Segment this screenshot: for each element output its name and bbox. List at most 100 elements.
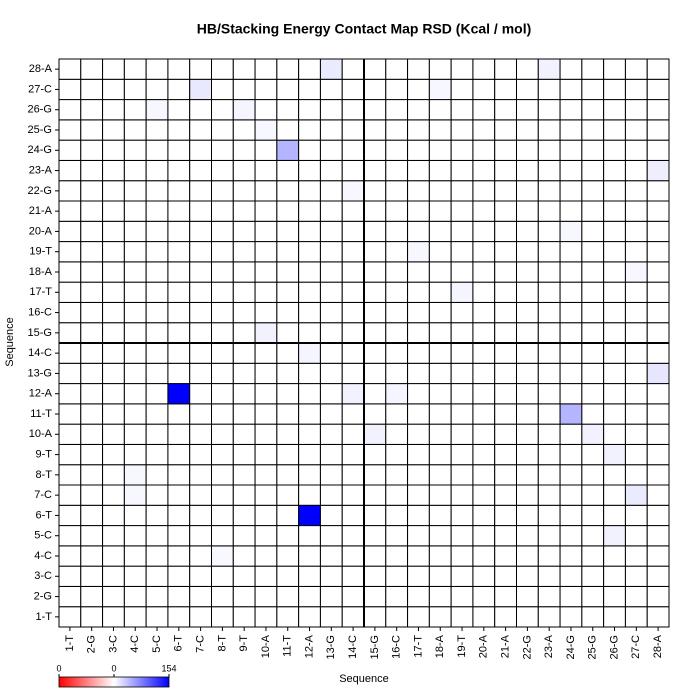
heatmap-cell: [624, 606, 648, 628]
heatmap-cell: [123, 423, 147, 445]
heatmap-cell: [123, 464, 147, 486]
heatmap-cell: [58, 525, 82, 547]
heatmap-cell: [167, 585, 191, 608]
heatmap-cell: [298, 200, 321, 222]
heatmap-cell: [603, 139, 626, 161]
heatmap-cell: [58, 58, 82, 80]
heatmap-cell: [603, 200, 626, 222]
heatmap-cell: [428, 464, 452, 486]
heatmap-cell: [581, 139, 605, 161]
heatmap-cell: [232, 504, 256, 527]
heatmap-cell: [559, 464, 583, 486]
heatmap-cell: [559, 301, 583, 324]
heatmap-cell: [363, 525, 387, 547]
heatmap-cell: [385, 362, 409, 385]
heatmap-cell: [407, 525, 430, 547]
heatmap-cell: [494, 281, 518, 303]
heatmap-cell: [537, 585, 561, 608]
heatmap-cell: [123, 220, 147, 243]
heatmap-cell: [123, 545, 147, 567]
heatmap-cell: [646, 362, 670, 385]
heatmap-cell: [537, 606, 561, 628]
y-tick-label: 22-G: [28, 185, 52, 197]
heatmap-cell: [232, 443, 256, 466]
heatmap-cell: [559, 383, 583, 405]
heatmap-cell: [450, 464, 474, 486]
heatmap-cell: [58, 241, 82, 263]
heatmap-cell: [123, 322, 147, 344]
heatmap-cell: [211, 301, 234, 324]
heatmap-cell: [189, 261, 212, 283]
heatmap-cell: [624, 159, 648, 182]
heatmap-cell: [407, 545, 430, 567]
heatmap-cell: [123, 78, 147, 101]
heatmap-cell: [189, 504, 212, 527]
heatmap-cell: [494, 220, 518, 243]
heatmap-cell: [559, 362, 583, 385]
heatmap-cell: [254, 504, 278, 527]
heatmap-cell: [123, 565, 147, 587]
heatmap-cell: [319, 383, 343, 405]
heatmap-cell: [298, 99, 321, 121]
heatmap-cell: [537, 159, 561, 182]
heatmap-cell: [559, 525, 583, 547]
y-tick-label: 4-C: [34, 550, 52, 562]
heatmap-cell: [232, 464, 256, 486]
heatmap-cell: [450, 241, 474, 263]
heatmap-cell: [407, 484, 430, 506]
heatmap-cell: [646, 342, 670, 364]
heatmap-cell: [603, 58, 626, 80]
y-tick-label: 28-A: [29, 63, 53, 75]
heatmap-cell: [298, 322, 321, 344]
heatmap-cell: [232, 58, 256, 80]
heatmap-cell: [298, 362, 321, 385]
heatmap-cell: [145, 180, 169, 202]
heatmap-cell: [211, 606, 234, 628]
heatmap-cell: [646, 484, 670, 506]
heatmap-cell: [276, 545, 300, 567]
heatmap-cell: [450, 525, 474, 547]
heatmap-cell: [211, 484, 234, 506]
heatmap-cell: [516, 322, 539, 344]
heatmap-cell: [472, 99, 496, 121]
heatmap-cell: [123, 58, 147, 80]
heatmap-cell: [363, 200, 387, 222]
heatmap-cell: [407, 220, 430, 243]
heatmap-cell: [385, 504, 409, 527]
heatmap-cell: [123, 261, 147, 283]
heatmap-cell: [80, 322, 104, 344]
heatmap-cell: [319, 99, 343, 121]
heatmap-cell: [428, 606, 452, 628]
heatmap-cell: [516, 545, 539, 567]
heatmap-cell: [472, 301, 496, 324]
heatmap-cell: [624, 301, 648, 324]
heatmap-cell: [537, 58, 561, 80]
heatmap-cell: [603, 322, 626, 344]
heatmap-cell: [102, 525, 125, 547]
heatmap-cell: [385, 606, 409, 628]
heatmap-cell: [80, 78, 104, 101]
heatmap-cell: [385, 464, 409, 486]
heatmap-cell: [646, 301, 670, 324]
heatmap-cell: [123, 99, 147, 121]
heatmap-cell: [298, 58, 321, 80]
heatmap-cell: [559, 322, 583, 344]
heatmap-cell: [537, 362, 561, 385]
heatmap-cell: [603, 565, 626, 587]
heatmap-cell: [145, 78, 169, 101]
heatmap-cell: [472, 261, 496, 283]
heatmap-cell: [254, 220, 278, 243]
heatmap-cell: [603, 443, 626, 466]
heatmap-cell: [276, 565, 300, 587]
heatmap-cell: [624, 78, 648, 101]
heatmap-cell: [58, 606, 82, 628]
heatmap-cell: [298, 119, 321, 141]
heatmap-cell: [516, 565, 539, 587]
heatmap-cell: [211, 525, 234, 547]
heatmap-cell: [341, 261, 365, 283]
heatmap-cell: [102, 484, 125, 506]
heatmap-cell: [428, 241, 452, 263]
heatmap-cell: [58, 484, 82, 506]
heatmap-cell: [298, 241, 321, 263]
